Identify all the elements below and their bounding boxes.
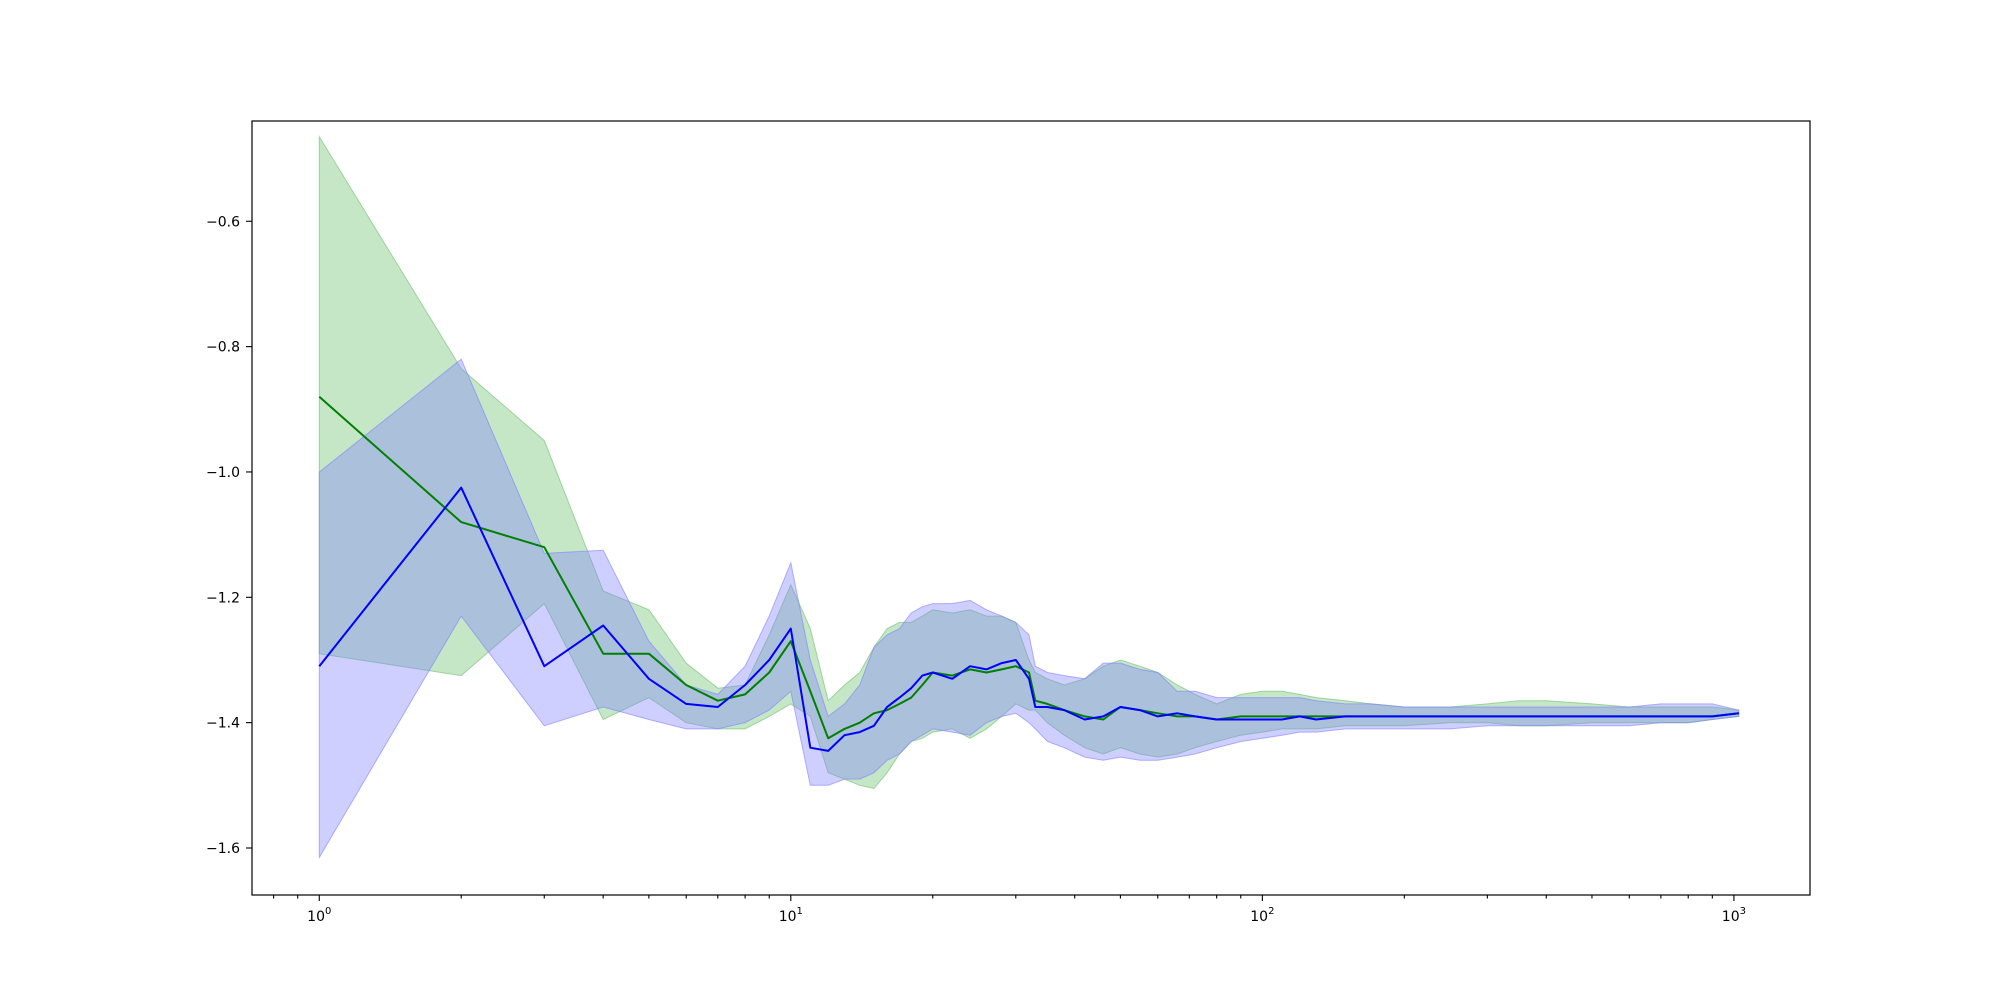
y-tick-label: −1.2: [206, 590, 240, 606]
series-2-line: [318, 486, 1739, 752]
y-tick-label: −1.4: [206, 716, 240, 732]
confidence-bands: [318, 134, 1740, 860]
x-tick-label: 103: [1722, 906, 1746, 925]
y-tick-label: −1.0: [206, 465, 240, 481]
x-tick-label: 101: [779, 906, 803, 925]
y-tick-label: −0.8: [206, 340, 240, 356]
x-tick-label: 102: [1250, 906, 1274, 925]
axis-ticks: −0.6 −0.8 −1.0 −1.2 −1.4 −1.6 100 101 102 103: [206, 214, 1746, 925]
y-tick-label: −0.6: [206, 214, 240, 230]
y-tick-label: −1.6: [206, 841, 240, 857]
series-lines: [318, 396, 1739, 752]
x-tick-label: 100: [307, 906, 331, 925]
axes-frame: [251, 120, 1811, 896]
series-2-band: [318, 358, 1740, 860]
